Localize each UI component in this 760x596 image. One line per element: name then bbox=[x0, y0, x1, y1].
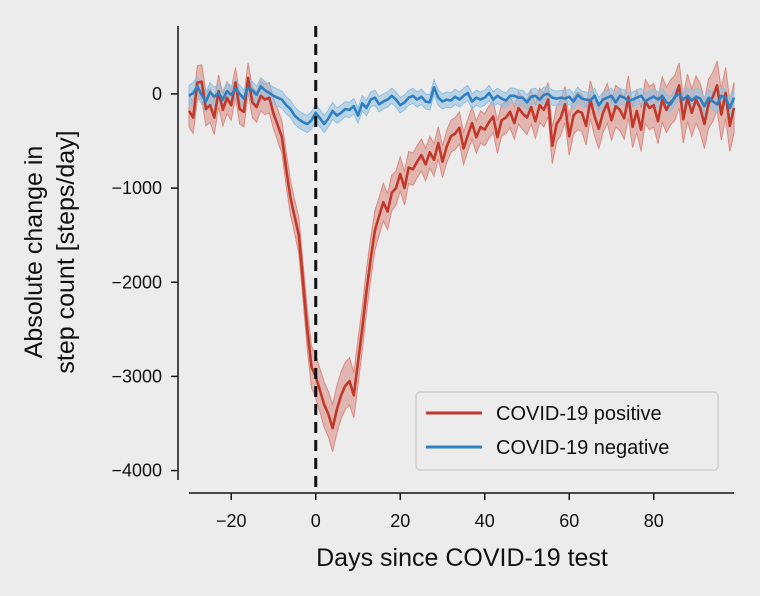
x-axis-title: Days since COVID-19 test bbox=[316, 544, 608, 572]
y-tick-label: −2000 bbox=[111, 272, 162, 292]
y-tick-label: −4000 bbox=[111, 461, 162, 481]
series-line-covid-negative bbox=[188, 85, 736, 126]
y-axis-title-line-1: Absolute change in bbox=[20, 146, 48, 359]
y-axis-title: Absolute change in step count [steps/day… bbox=[20, 130, 80, 373]
legend: COVID-19 positive COVID-19 negative bbox=[415, 391, 719, 471]
x-tick-label: 0 bbox=[311, 511, 321, 531]
confidence-band-covid-negative bbox=[188, 76, 735, 134]
x-tick-label: 60 bbox=[559, 511, 579, 531]
axes: −20 0 20 40 60 80 0 −1000 −2000 −3000 −4000 bbox=[111, 26, 734, 531]
y-ticks: 0 −1000 −2000 −3000 −4000 bbox=[111, 84, 178, 481]
x-ticks: −20 0 20 40 60 80 bbox=[216, 493, 664, 531]
legend-box bbox=[415, 391, 719, 471]
y-tick-label: −3000 bbox=[111, 366, 162, 386]
y-axis-title-line-2: step count [steps/day] bbox=[52, 130, 80, 373]
x-tick-label: 40 bbox=[475, 511, 495, 531]
x-tick-label: 20 bbox=[390, 511, 410, 531]
series-lines bbox=[187, 76, 736, 430]
x-tick-label: 80 bbox=[644, 511, 664, 531]
y-tick-label: 0 bbox=[152, 84, 162, 104]
legend-label-covid-negative: COVID-19 negative bbox=[496, 437, 669, 459]
legend-label-covid-positive: COVID-19 positive bbox=[496, 403, 662, 425]
x-tick-label: −20 bbox=[216, 511, 247, 531]
y-tick-label: −1000 bbox=[111, 178, 162, 198]
series-line-covid-positive bbox=[187, 76, 736, 430]
